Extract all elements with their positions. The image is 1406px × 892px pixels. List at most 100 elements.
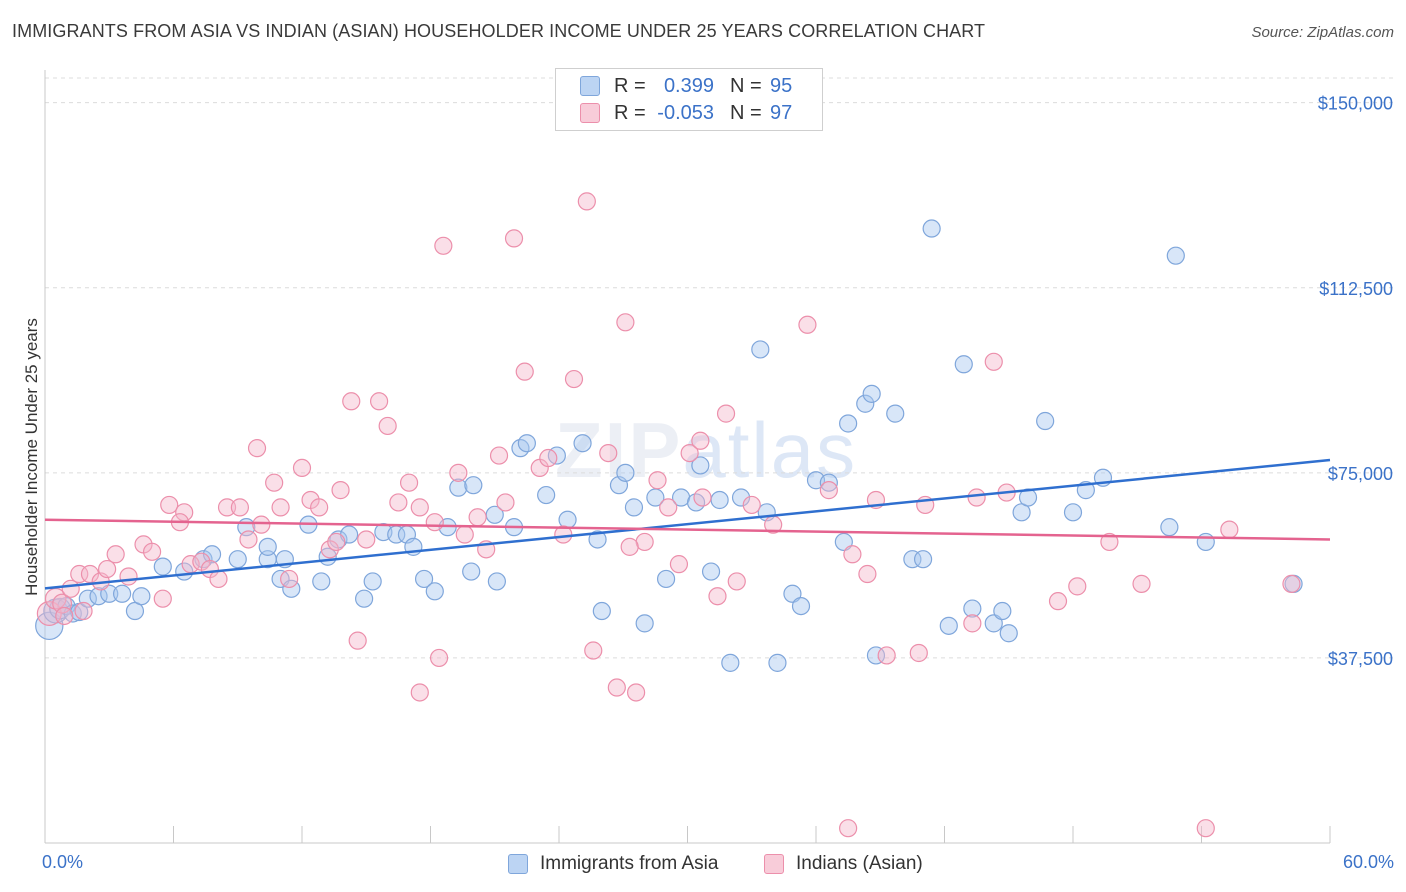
- asia-point: [791, 596, 811, 616]
- chart-title: IMMIGRANTS FROM ASIA VS INDIAN (ASIAN) H…: [12, 21, 986, 41]
- asia-point: [731, 488, 751, 507]
- indian-point: [1220, 520, 1239, 539]
- indian-point: [327, 532, 346, 552]
- indian-point: [727, 572, 746, 591]
- y-tick-label: $112,500: [1319, 279, 1393, 299]
- asia-point: [517, 434, 536, 453]
- indian-point: [429, 648, 449, 668]
- indian-point: [963, 614, 982, 633]
- asia-point: [202, 545, 222, 564]
- indian-point: [331, 481, 350, 500]
- x-tick-label-max: 60.0%: [1342, 852, 1394, 872]
- legend-n-value: 95: [770, 74, 793, 97]
- indian-point: [153, 589, 172, 608]
- asia-point: [537, 485, 556, 505]
- asia-point: [963, 599, 982, 618]
- indian-point: [577, 192, 596, 211]
- asia-point: [89, 587, 108, 606]
- asia-point: [425, 582, 444, 601]
- indian-point: [271, 498, 290, 517]
- asia-point: [691, 456, 710, 475]
- indian-point: [515, 362, 534, 381]
- indian-point: [357, 530, 376, 549]
- indian-point: [742, 495, 761, 515]
- indian-point: [1068, 577, 1087, 596]
- indian-point: [80, 564, 100, 584]
- indian-point: [1100, 532, 1119, 552]
- asia-point: [449, 478, 468, 497]
- legend-r-label: R =: [614, 74, 646, 97]
- indian-point: [984, 352, 1003, 371]
- legend-n-label: N =: [730, 74, 762, 97]
- y-tick-label: $37,500: [1328, 649, 1393, 669]
- indian-point: [716, 404, 736, 423]
- indian-point: [230, 498, 249, 517]
- indian-point: [620, 537, 639, 556]
- legend-series-label: Indians (Asian): [796, 853, 923, 874]
- asia-point: [464, 476, 483, 495]
- asia-point: [228, 550, 247, 569]
- indian-point: [967, 488, 986, 507]
- indian-point: [399, 473, 419, 492]
- indian-point: [98, 559, 117, 579]
- indian-point: [648, 471, 667, 490]
- indian-point: [843, 545, 862, 564]
- asia-point: [592, 601, 611, 621]
- asia-point: [635, 614, 654, 633]
- indian-point: [1048, 592, 1068, 611]
- asia-point: [768, 653, 787, 672]
- indian-point: [239, 530, 258, 549]
- y-tick-label: $150,000: [1318, 94, 1393, 114]
- legend-row-indians-asian: R = -0.053 N = 97: [580, 101, 792, 125]
- indian-point: [819, 481, 838, 500]
- asia-trend-line: [44, 458, 1331, 590]
- indian-point: [61, 579, 80, 598]
- indian-point: [74, 601, 93, 621]
- indian-point: [1132, 574, 1151, 593]
- asia-point: [624, 498, 644, 517]
- indian-point: [410, 683, 429, 702]
- indian-point: [70, 564, 89, 584]
- indian-point: [292, 458, 312, 478]
- indian-point: [659, 498, 678, 517]
- indian-point: [626, 683, 646, 702]
- indian-point: [504, 229, 524, 248]
- indian-point: [489, 446, 509, 465]
- indian-point: [106, 545, 125, 564]
- asia-point: [363, 572, 382, 591]
- indian-point: [607, 678, 626, 697]
- indian-point: [348, 631, 367, 650]
- indian-point: [539, 448, 558, 468]
- indian-point: [425, 513, 444, 532]
- indian-point: [378, 416, 397, 436]
- asia-point: [751, 340, 770, 359]
- asia-point: [886, 404, 905, 423]
- indian-point: [496, 493, 515, 512]
- asia-point: [1196, 532, 1215, 552]
- indian-point: [160, 495, 179, 515]
- asia-point: [355, 589, 374, 608]
- indian-point: [247, 439, 267, 458]
- legend-r-value: -0.053: [657, 101, 714, 124]
- indian-point: [434, 236, 453, 255]
- indian-point: [455, 525, 474, 544]
- asia-point: [312, 572, 331, 591]
- asia-point: [462, 562, 481, 581]
- indian-point: [564, 369, 584, 389]
- asia-point: [856, 394, 875, 413]
- indian-point: [449, 463, 468, 482]
- asia-point: [701, 562, 721, 581]
- indian-point: [310, 498, 329, 517]
- asia-point: [862, 384, 881, 403]
- asia-point: [487, 572, 506, 591]
- bottom-legend-indians-asian: Indians (Asian): [764, 852, 923, 876]
- legend-swatch-blue: [508, 854, 528, 874]
- indian-point: [342, 392, 361, 411]
- asia-point: [993, 601, 1012, 621]
- asia-point: [866, 646, 886, 665]
- indian-point: [798, 315, 817, 334]
- asia-point: [1166, 246, 1185, 265]
- indian-point: [320, 540, 339, 559]
- asia-point: [939, 616, 958, 635]
